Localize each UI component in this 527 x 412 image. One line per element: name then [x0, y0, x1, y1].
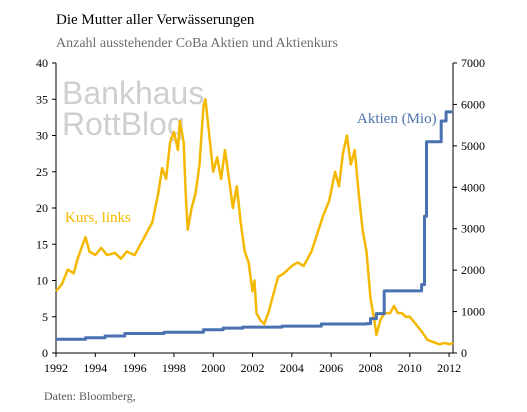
y-left-tick-label: 20 [36, 201, 48, 215]
series-labels: Kurs, links Aktien (Mio) [65, 111, 437, 226]
chart-subtitle: Anzahl ausstehender CoBa Aktien und Akti… [56, 36, 338, 51]
x-tick-label: 2002 [241, 361, 265, 375]
y-left-tick-label: 5 [42, 310, 48, 324]
y-left-tick-label: 10 [36, 274, 48, 288]
y-left-tick-label: 15 [36, 237, 48, 251]
aktien-series-label: Aktien (Mio) [357, 111, 437, 127]
x-tick-label: 1994 [83, 361, 107, 375]
axes: 1992 1994 1996 1998 2000 2002 2004 2006 2008 2010… [36, 56, 485, 375]
x-tick-label: 2010 [398, 361, 422, 375]
y-right-tick-label: 2000 [461, 263, 485, 277]
y-right-tick-label: 4000 [461, 180, 485, 194]
x-tick-label: 2006 [319, 361, 343, 375]
series-group [55, 98, 454, 346]
x-tick-label: 1996 [123, 361, 147, 375]
kurs-series-label: Kurs, links [65, 210, 131, 226]
watermark-text: Bankhaus [62, 75, 204, 111]
data-source-note: Daten: Bloomberg, [44, 389, 136, 403]
y-right-tick-label: 6000 [461, 97, 485, 111]
kurs-series-line [55, 98, 454, 346]
x-tick-label: 2000 [201, 361, 225, 375]
y-right-tick-label: 7000 [461, 56, 485, 70]
y-right-tick-label: 5000 [461, 139, 485, 153]
y-left-tick-label: 30 [36, 129, 48, 143]
watermark-text: RottBlog [62, 106, 185, 142]
x-tick-label: 2004 [280, 361, 304, 375]
y-left-tick-label: 0 [42, 346, 48, 360]
y-right-tick-label: 0 [461, 346, 467, 360]
x-tick-label: 1998 [162, 361, 186, 375]
y-left-tick-label: 35 [36, 92, 48, 106]
x-tick-label: 1992 [44, 361, 68, 375]
y-right-tick-label: 1000 [461, 305, 485, 319]
chart-title: Die Mutter aller Verwässerungen [56, 12, 255, 28]
aktien-series-line [56, 110, 453, 341]
y-left-tick-label: 40 [36, 56, 48, 70]
y-left-tick-label: 25 [36, 165, 48, 179]
y-right-tick-label: 3000 [461, 222, 485, 236]
x-tick-label: 2008 [358, 361, 382, 375]
x-tick-label: 2012 [437, 361, 461, 375]
